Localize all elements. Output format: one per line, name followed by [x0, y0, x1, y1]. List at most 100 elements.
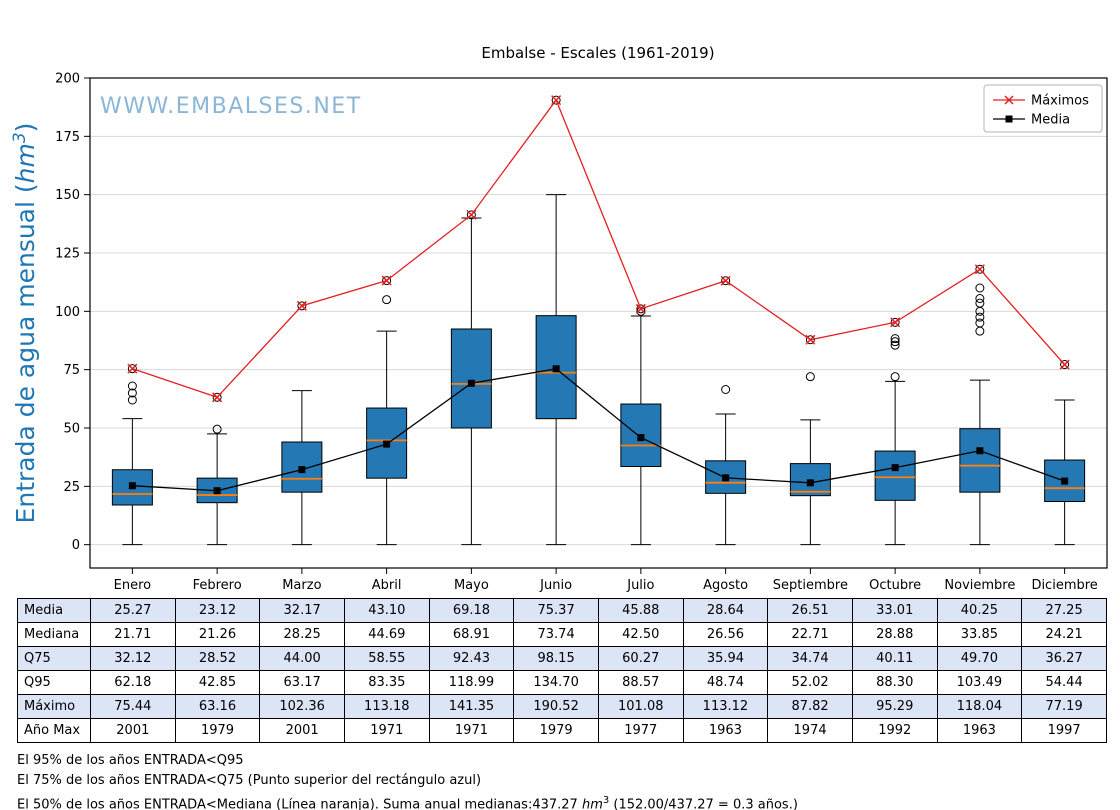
outlier-point	[975, 312, 985, 322]
outlier-point	[382, 276, 392, 286]
x-tick-label: Marzo	[282, 578, 321, 592]
series-line-maximos	[132, 98, 1066, 399]
outlier-point	[127, 395, 137, 405]
footnote-unit-exponent: 3	[602, 795, 610, 806]
table-cell: 75.37	[513, 598, 599, 623]
outlier-point	[466, 210, 476, 220]
table-cell: 58.55	[343, 646, 430, 671]
table-cell: 28.64	[682, 598, 769, 623]
max-marker	[974, 264, 985, 275]
table-cell: 63.17	[259, 670, 345, 695]
table-cell: 33.01	[851, 598, 938, 623]
mean-marker	[891, 464, 899, 472]
x-tick-label: Abril	[372, 578, 402, 592]
max-marker	[212, 392, 223, 403]
y-tick-label: 150	[55, 188, 80, 203]
max-marker	[466, 209, 477, 220]
x-tick-label: Julio	[626, 578, 654, 592]
table-cell: 113.12	[682, 694, 769, 719]
table-cell: 24.21	[1021, 622, 1107, 647]
footnote-median: El 50% de los años ENTRADA<Mediana (Líne…	[17, 791, 1120, 810]
outlier-point	[721, 385, 731, 394]
footnote-median-text: El 50% de los años ENTRADA<Mediana (Líne…	[17, 797, 582, 810]
footnote-q75: El 75% de los años ENTRADA<Q75 (Punto su…	[17, 773, 482, 788]
legend-label: Máximos	[1031, 94, 1089, 109]
table-cell: 49.70	[936, 646, 1023, 671]
table-cell: 44.69	[343, 622, 430, 647]
table-cell: 40.25	[936, 598, 1023, 623]
table-cell: 1977	[597, 718, 684, 743]
table-cell: 1963	[936, 718, 1023, 743]
outlier-point	[297, 301, 307, 311]
outlier-point	[1060, 360, 1070, 370]
mean-marker	[128, 482, 136, 490]
table-cell: 32.12	[90, 646, 176, 671]
table-cell: 33.85	[936, 622, 1023, 647]
table-cell: 88.30	[851, 670, 938, 695]
table-row-header: Q75	[17, 646, 91, 671]
y-tick-label: 0	[72, 538, 80, 553]
legend-box	[983, 84, 1103, 133]
table-cell: 21.26	[174, 622, 261, 647]
y-tick-label: 125	[55, 247, 80, 262]
x-tick-label: Octubre	[869, 578, 921, 592]
outlier-point	[975, 326, 985, 336]
x-tick-label: Febrero	[193, 578, 242, 592]
table-row: Q95 62.18 42.85 63.17 83.35 118.99 134.70 88.57…	[17, 670, 1107, 695]
table-cell: 54.44	[1021, 670, 1107, 695]
table-cell: 27.25	[1021, 598, 1107, 623]
table-cell: 77.19	[1021, 694, 1107, 719]
table-row-header: Año Max	[17, 718, 91, 743]
box	[874, 450, 916, 501]
outlier-point	[890, 372, 900, 382]
y-tick-label: 25	[63, 480, 80, 495]
legend-mean-marker	[1005, 115, 1013, 123]
table-row-header: Mediana	[17, 622, 91, 647]
table-cell: 1971	[428, 718, 515, 743]
y-axis-label: Entrada de agua mensual (hm3)	[10, 123, 40, 524]
table-cell: 102.36	[259, 694, 345, 719]
table-cell: 1997	[1021, 718, 1107, 743]
max-marker	[1059, 359, 1070, 370]
table-cell: 63.16	[174, 694, 261, 719]
box	[959, 428, 1001, 493]
outlier-point	[127, 388, 137, 398]
max-marker	[127, 363, 138, 374]
table-cell: 34.74	[767, 646, 853, 671]
table-cell: 1963	[682, 718, 769, 743]
table-cell: 28.52	[174, 646, 261, 671]
table-cell: 28.25	[259, 622, 345, 647]
chart-layer: 0 25 50 75 100 125 150 175 200 Enero Febrero Marzo A…	[55, 72, 1108, 593]
table-cell: 98.15	[513, 646, 599, 671]
table-cell: 101.08	[597, 694, 684, 719]
table-cell: 45.88	[597, 598, 684, 623]
y-tick-label: 75	[63, 363, 80, 378]
table-cell: 62.18	[90, 670, 176, 695]
max-marker	[805, 334, 816, 345]
mean-marker	[467, 379, 475, 387]
table-cell: 25.27	[90, 598, 176, 623]
table-cell: 73.74	[513, 622, 599, 647]
footnote-median-text-after: (152.00/437.27 = 0.3 años.)	[609, 797, 798, 810]
table-cell: 43.10	[343, 598, 430, 623]
table-cell: 1979	[174, 718, 261, 743]
legend-max-marker	[1004, 95, 1014, 105]
table-cell: 22.71	[767, 622, 853, 647]
series-line-media	[132, 368, 1065, 492]
outlier-point	[551, 95, 561, 105]
table-cell: 44.00	[259, 646, 345, 671]
y-tick-label: 200	[55, 72, 80, 87]
table-cell: 1992	[851, 718, 938, 743]
table-cell: 190.52	[513, 694, 599, 719]
table-cell: 26.56	[682, 622, 769, 647]
table-cell: 21.71	[90, 622, 176, 647]
mean-marker	[298, 466, 306, 474]
mean-marker	[806, 479, 814, 487]
max-marker	[551, 95, 562, 106]
max-marker	[720, 275, 731, 286]
max-marker	[635, 303, 646, 314]
x-tick-label: Noviembre	[944, 578, 1015, 592]
table-row: Q75 32.12 28.52 44.00 58.55 92.43 98.15 60.27 35…	[17, 646, 1107, 671]
table-cell: 83.35	[343, 670, 430, 695]
